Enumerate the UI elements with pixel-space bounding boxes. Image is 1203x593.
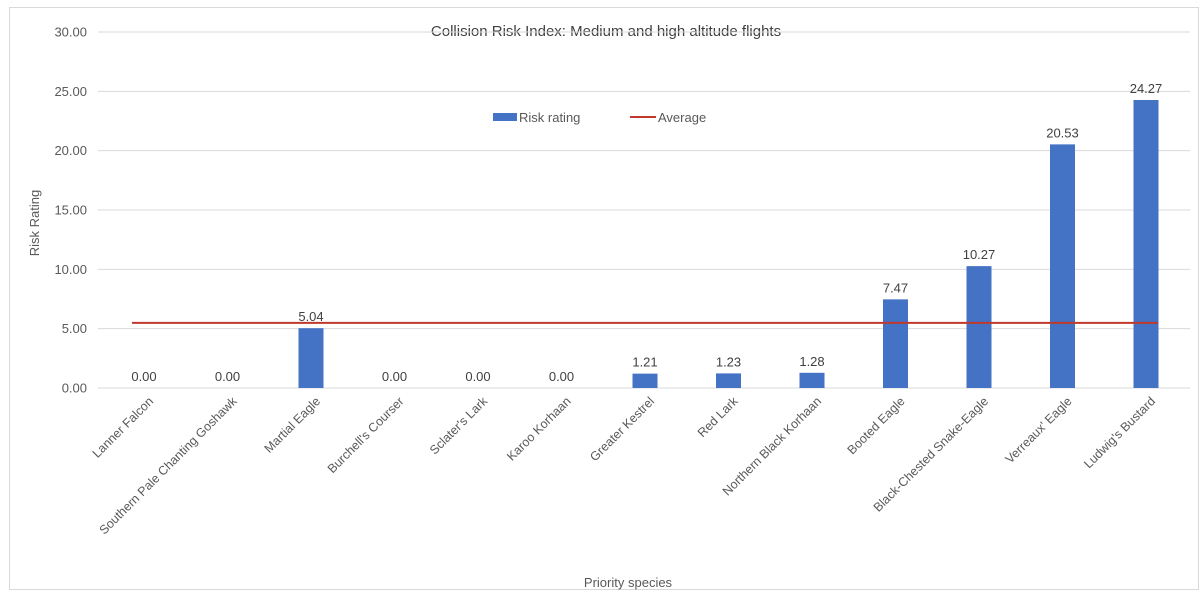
y-tick-label: 10.00 (54, 262, 87, 277)
x-category-label: Southern Pale Chanting Goshawk (97, 394, 241, 538)
x-category-label: Ludwig's Bustard (1081, 394, 1158, 471)
y-axis-title: Risk Rating (27, 190, 42, 256)
data-label: 0.00 (382, 369, 407, 384)
data-label: 20.53 (1046, 125, 1079, 140)
y-tick-label: 5.00 (62, 321, 87, 336)
x-axis-title: Priority species (584, 575, 673, 590)
data-label: 0.00 (131, 369, 156, 384)
y-tick-label: 15.00 (54, 203, 87, 218)
data-label: 7.47 (883, 280, 908, 295)
data-label: 10.27 (963, 247, 996, 262)
data-label: 1.28 (799, 354, 824, 369)
bar (716, 373, 741, 388)
y-tick-label: 30.00 (54, 25, 87, 40)
data-label: 5.04 (298, 309, 323, 324)
bar (1133, 99, 1159, 388)
data-label: 0.00 (215, 369, 240, 384)
y-tick-label: 0.00 (62, 381, 87, 396)
x-category-label: Red Lark (695, 394, 741, 440)
gridlines (98, 31, 1190, 389)
x-category-label: Martial Eagle (262, 394, 324, 456)
legend-swatch-risk-rating (493, 113, 517, 121)
x-category-label: Burchell's Courser (325, 394, 407, 476)
y-tick-label: 25.00 (54, 84, 87, 99)
bar (883, 299, 908, 388)
x-category-label: Sclater's Lark (427, 394, 491, 458)
legend-label-risk-rating: Risk rating (519, 110, 580, 125)
y-axis-ticks: 0.00 5.00 10.00 15.00 20.00 25.00 30.00 (54, 25, 87, 396)
x-category-label: Verreaux' Eagle (1003, 394, 1075, 466)
x-category-label: Booted Eagle (845, 394, 908, 457)
bar (298, 328, 324, 388)
data-label: 24.27 (1130, 81, 1163, 96)
bar (1050, 144, 1075, 388)
bar (799, 372, 825, 388)
y-tick-label: 20.00 (54, 143, 87, 158)
chart-frame (9, 7, 1199, 590)
x-category-label: Lanner Falcon (90, 394, 156, 460)
bars (298, 99, 1159, 388)
data-label: 1.21 (632, 355, 657, 370)
data-labels: 0.00 0.00 5.04 0.00 0.00 0.00 1.21 1.23 1.28 7.47… (131, 81, 1162, 384)
legend-label-average: Average (658, 110, 706, 125)
bar (632, 373, 658, 388)
data-label: 0.00 (549, 369, 574, 384)
x-category-label: Northern Black Korhaan (720, 394, 824, 498)
legend: Risk rating Average (493, 110, 706, 125)
x-category-label: Greater Kestrel (587, 394, 657, 464)
data-label: 0.00 (465, 369, 490, 384)
data-label: 1.23 (716, 354, 741, 369)
x-category-label: Karoo Korhaan (504, 394, 573, 463)
bar (966, 266, 992, 388)
